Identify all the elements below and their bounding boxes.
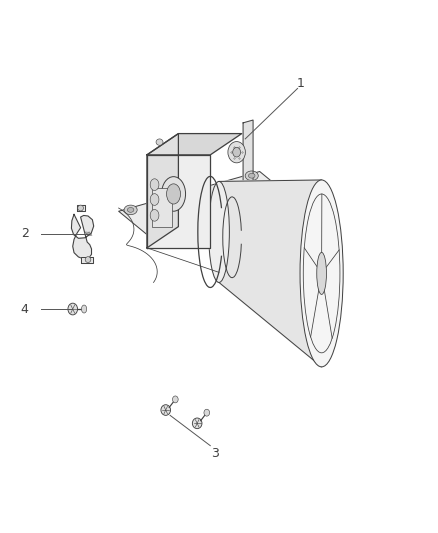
Text: 2: 2 [21, 227, 28, 240]
Ellipse shape [248, 173, 255, 178]
Polygon shape [208, 180, 321, 367]
Ellipse shape [127, 207, 134, 212]
Polygon shape [148, 196, 290, 246]
Text: 1: 1 [297, 77, 305, 90]
Ellipse shape [271, 192, 284, 202]
Ellipse shape [162, 176, 186, 211]
Ellipse shape [81, 305, 87, 313]
Polygon shape [119, 172, 290, 236]
Ellipse shape [208, 181, 230, 282]
Polygon shape [77, 205, 85, 211]
Ellipse shape [300, 180, 343, 367]
Text: 4: 4 [21, 303, 28, 316]
Ellipse shape [156, 139, 163, 146]
Ellipse shape [233, 148, 240, 157]
Ellipse shape [78, 205, 83, 211]
Polygon shape [243, 120, 253, 204]
Polygon shape [219, 180, 343, 367]
Ellipse shape [150, 193, 159, 205]
Ellipse shape [204, 409, 210, 416]
Ellipse shape [150, 227, 163, 236]
Ellipse shape [150, 209, 159, 221]
Ellipse shape [150, 179, 159, 190]
Ellipse shape [274, 195, 281, 199]
Ellipse shape [245, 171, 258, 181]
Polygon shape [147, 155, 210, 248]
Ellipse shape [124, 205, 137, 215]
Polygon shape [147, 134, 178, 248]
Ellipse shape [166, 184, 180, 204]
Polygon shape [71, 214, 94, 259]
Ellipse shape [173, 396, 178, 403]
Ellipse shape [85, 257, 91, 263]
Polygon shape [185, 136, 195, 220]
Ellipse shape [317, 253, 326, 294]
Ellipse shape [153, 229, 160, 233]
Ellipse shape [68, 303, 78, 315]
Ellipse shape [161, 405, 170, 415]
Polygon shape [81, 257, 93, 263]
Polygon shape [147, 134, 242, 155]
Ellipse shape [192, 418, 202, 429]
Ellipse shape [228, 142, 245, 163]
Bar [152, 188, 172, 228]
Text: 3: 3 [211, 447, 219, 460]
